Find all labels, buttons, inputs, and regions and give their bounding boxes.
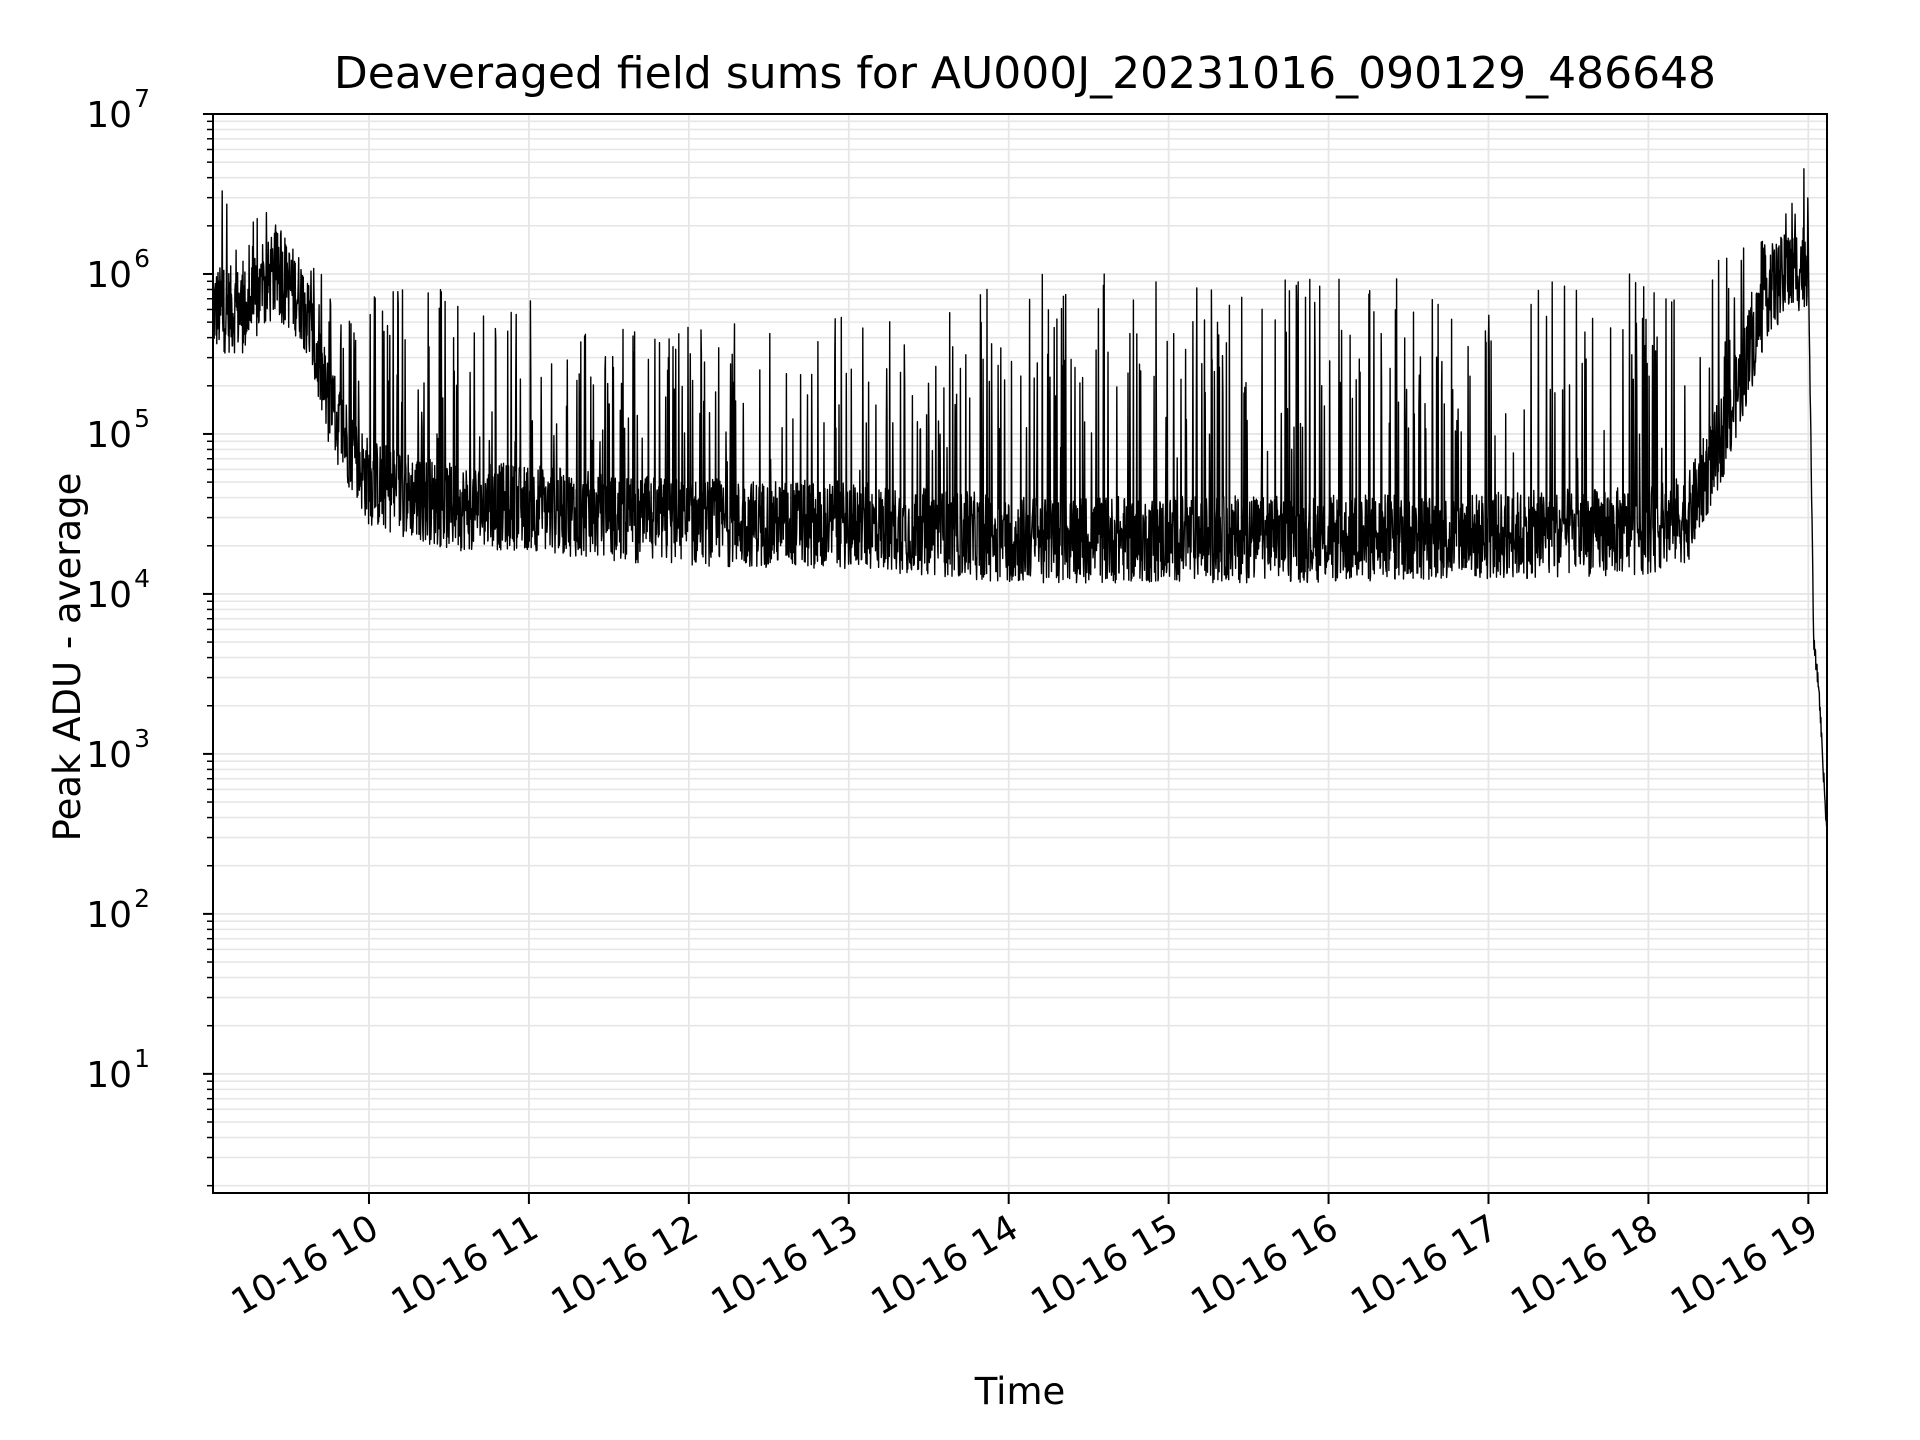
x-tick-label: 10-16 14 — [865, 1207, 1026, 1323]
chart-title: Deaveraged field sums for AU000J_2023101… — [334, 48, 1716, 99]
y-tick-label: 101 — [86, 1044, 150, 1096]
y-tick-label: 107 — [86, 84, 150, 136]
y-tick-label: 105 — [86, 404, 150, 456]
x-tick-label: 10-16 15 — [1024, 1207, 1185, 1323]
y-tick-label: 102 — [86, 884, 150, 936]
series-line — [212, 168, 1828, 834]
y-tick-label: 104 — [86, 564, 150, 616]
x-tick-label: 10-16 10 — [225, 1207, 386, 1323]
grid-lines — [213, 113, 1827, 1193]
y-tick-label: 106 — [86, 244, 150, 296]
series-group — [212, 168, 1828, 834]
x-tick-label: 10-16 11 — [385, 1207, 546, 1323]
y-axis: 101 102 103 104 105 106 107 — [86, 84, 213, 1187]
x-tick-label: 10-16 16 — [1184, 1207, 1345, 1323]
x-axis: 10-16 10 10-16 11 10-16 12 10-16 13 10-16 14… — [225, 1193, 1825, 1324]
x-tick-label: 10-16 12 — [545, 1207, 706, 1323]
x-axis-label: Time — [974, 1370, 1066, 1413]
y-tick-label: 103 — [86, 724, 150, 776]
x-tick-label: 10-16 18 — [1504, 1207, 1665, 1323]
x-tick-label: 10-16 19 — [1664, 1207, 1825, 1323]
plot-frame — [212, 113, 1828, 1194]
x-tick-label: 10-16 17 — [1344, 1207, 1505, 1323]
y-axis-label: Peak ADU - average — [46, 473, 89, 842]
plot-area — [212, 113, 1828, 1194]
x-tick-label: 10-16 13 — [705, 1207, 866, 1323]
